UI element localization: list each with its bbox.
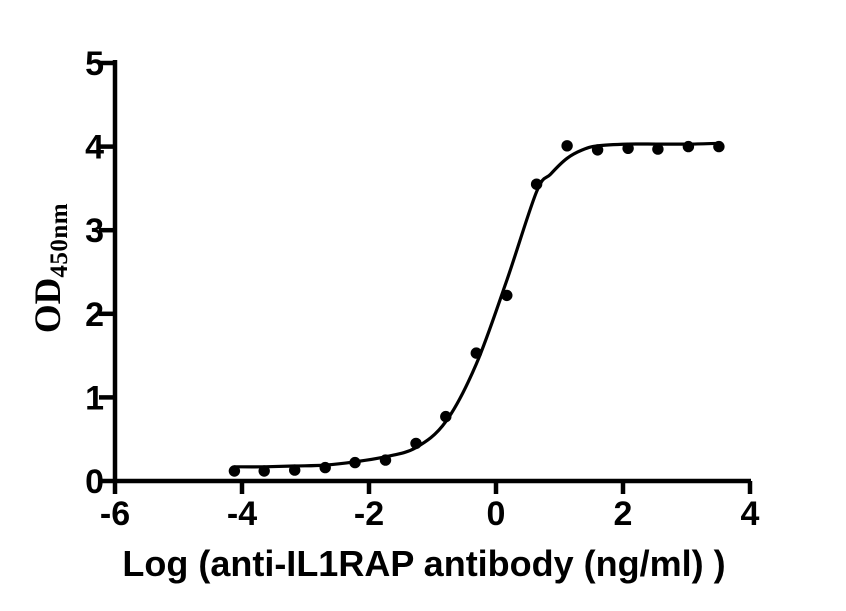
- y-axis-title-main: OD: [28, 278, 69, 334]
- data-point: [501, 289, 513, 302]
- x-tick-label: 2: [614, 495, 633, 533]
- data-point: [440, 410, 452, 423]
- data-point: [713, 140, 725, 153]
- x-tick-label: 0: [487, 495, 506, 533]
- data-point: [228, 465, 241, 477]
- data-point: [258, 465, 270, 477]
- y-tick-label: 5: [85, 45, 104, 83]
- data-point: [530, 178, 543, 190]
- data-point: [682, 140, 695, 153]
- data-point: [379, 454, 392, 466]
- y-tick-label: 2: [85, 296, 104, 334]
- y-axis-title: OD450nm: [28, 203, 73, 333]
- x-tick-label: -4: [227, 495, 257, 533]
- data-point: [410, 437, 422, 450]
- fit-curve: [232, 141, 721, 469]
- x-tick-label: 4: [741, 495, 760, 533]
- data-point: [319, 461, 331, 474]
- x-tick-label: -6: [100, 495, 130, 533]
- data-point: [652, 143, 664, 155]
- y-tick-label: 4: [85, 129, 104, 167]
- data-point: [561, 140, 573, 152]
- y-axis-title-subscript: 450nm: [46, 203, 73, 278]
- y-tick-label: 3: [85, 212, 104, 250]
- data-point: [622, 142, 634, 154]
- fit-curve-path: [232, 141, 721, 469]
- data-point: [591, 144, 604, 156]
- x-axis-title: Log (anti-IL1RAP antibody (ng/ml) ): [122, 543, 725, 584]
- data-point: [349, 456, 361, 469]
- tick-marks: [99, 60, 753, 494]
- data-point: [470, 347, 482, 359]
- y-tick-label: 1: [85, 379, 104, 417]
- y-tick-label: 0: [85, 463, 104, 501]
- data-point: [289, 464, 301, 476]
- tick-labels: -6 -4 -2 0 2 4 0 1 2 3 4 5: [85, 45, 759, 533]
- data-points: [228, 140, 725, 477]
- x-tick-label: -2: [354, 495, 384, 533]
- axes: [99, 60, 751, 494]
